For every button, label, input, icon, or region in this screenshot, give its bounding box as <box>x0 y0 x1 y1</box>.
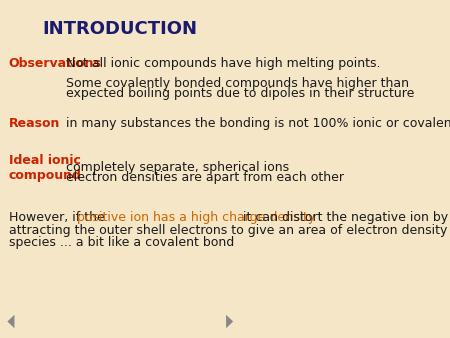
Polygon shape <box>226 315 233 328</box>
Text: completely separate, spherical ions: completely separate, spherical ions <box>66 161 289 174</box>
Text: species ... a bit like a covalent bond: species ... a bit like a covalent bond <box>9 236 234 249</box>
Text: in many substances the bonding is not 100% ionic or covalent: in many substances the bonding is not 10… <box>66 117 450 130</box>
Text: positive ion has a high charge density: positive ion has a high charge density <box>76 211 315 224</box>
Text: INTRODUCTION: INTRODUCTION <box>43 20 198 38</box>
Text: it can distort the negative ion by: it can distort the negative ion by <box>239 211 448 224</box>
Text: Not all ionic compounds have high melting points.: Not all ionic compounds have high meltin… <box>66 57 380 70</box>
Text: expected boiling points due to dipoles in their structure: expected boiling points due to dipoles i… <box>66 87 414 100</box>
Text: electron densities are apart from each other: electron densities are apart from each o… <box>66 171 344 184</box>
Text: Some covalently bonded compounds have higher than: Some covalently bonded compounds have hi… <box>66 77 409 90</box>
Text: Ideal ionic
compound: Ideal ionic compound <box>9 154 81 182</box>
Text: Observations: Observations <box>9 57 101 70</box>
Text: Reason: Reason <box>9 117 60 130</box>
Text: However, if the: However, if the <box>9 211 108 224</box>
Text: attracting the outer shell electrons to give an area of electron density between: attracting the outer shell electrons to … <box>9 224 450 237</box>
Polygon shape <box>7 315 14 328</box>
